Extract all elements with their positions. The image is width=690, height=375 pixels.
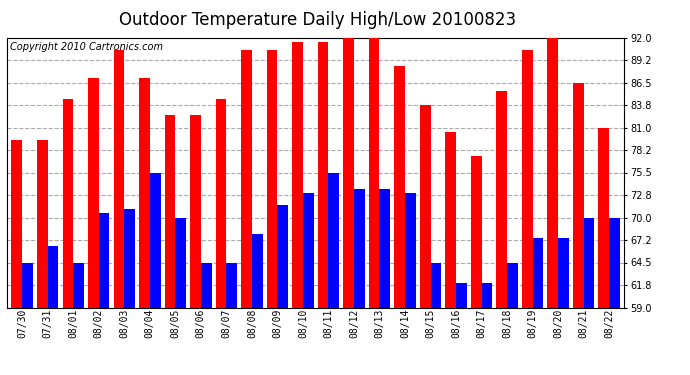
Bar bbox=[88, 78, 99, 308]
Bar bbox=[584, 217, 594, 308]
Bar bbox=[201, 262, 212, 308]
Bar bbox=[277, 205, 288, 308]
Bar bbox=[354, 189, 365, 308]
Bar bbox=[48, 246, 59, 308]
Bar bbox=[558, 238, 569, 308]
Bar bbox=[380, 189, 390, 308]
Bar bbox=[471, 156, 482, 308]
Bar bbox=[394, 66, 405, 308]
Bar bbox=[37, 140, 48, 308]
Bar bbox=[522, 50, 533, 308]
Bar bbox=[22, 262, 33, 308]
Bar bbox=[496, 91, 507, 308]
Bar bbox=[456, 283, 466, 308]
Bar bbox=[226, 262, 237, 308]
Bar bbox=[533, 238, 543, 308]
Bar bbox=[303, 193, 314, 308]
Bar bbox=[99, 213, 110, 308]
Bar bbox=[216, 99, 226, 308]
Bar bbox=[63, 99, 73, 308]
Text: Copyright 2010 Cartronics.com: Copyright 2010 Cartronics.com bbox=[10, 42, 163, 51]
Bar bbox=[190, 115, 201, 308]
Bar bbox=[547, 29, 558, 308]
Bar bbox=[114, 50, 124, 308]
Bar bbox=[252, 234, 263, 308]
Bar bbox=[292, 42, 303, 308]
Bar bbox=[266, 50, 277, 308]
Bar bbox=[482, 283, 492, 308]
Text: Outdoor Temperature Daily High/Low 20100823: Outdoor Temperature Daily High/Low 20100… bbox=[119, 11, 516, 29]
Bar bbox=[431, 262, 441, 308]
Bar bbox=[124, 209, 135, 308]
Bar bbox=[73, 262, 84, 308]
Bar bbox=[317, 42, 328, 308]
Bar bbox=[420, 105, 431, 308]
Bar bbox=[165, 115, 175, 308]
Bar bbox=[573, 82, 584, 308]
Bar bbox=[139, 78, 150, 308]
Bar bbox=[598, 128, 609, 308]
Bar bbox=[405, 193, 415, 308]
Bar bbox=[12, 140, 22, 308]
Bar bbox=[328, 172, 339, 308]
Bar bbox=[343, 29, 354, 308]
Bar bbox=[150, 172, 161, 308]
Bar bbox=[241, 50, 252, 308]
Bar bbox=[507, 262, 518, 308]
Bar bbox=[609, 217, 620, 308]
Bar bbox=[368, 29, 380, 308]
Bar bbox=[175, 217, 186, 308]
Bar bbox=[445, 132, 456, 308]
